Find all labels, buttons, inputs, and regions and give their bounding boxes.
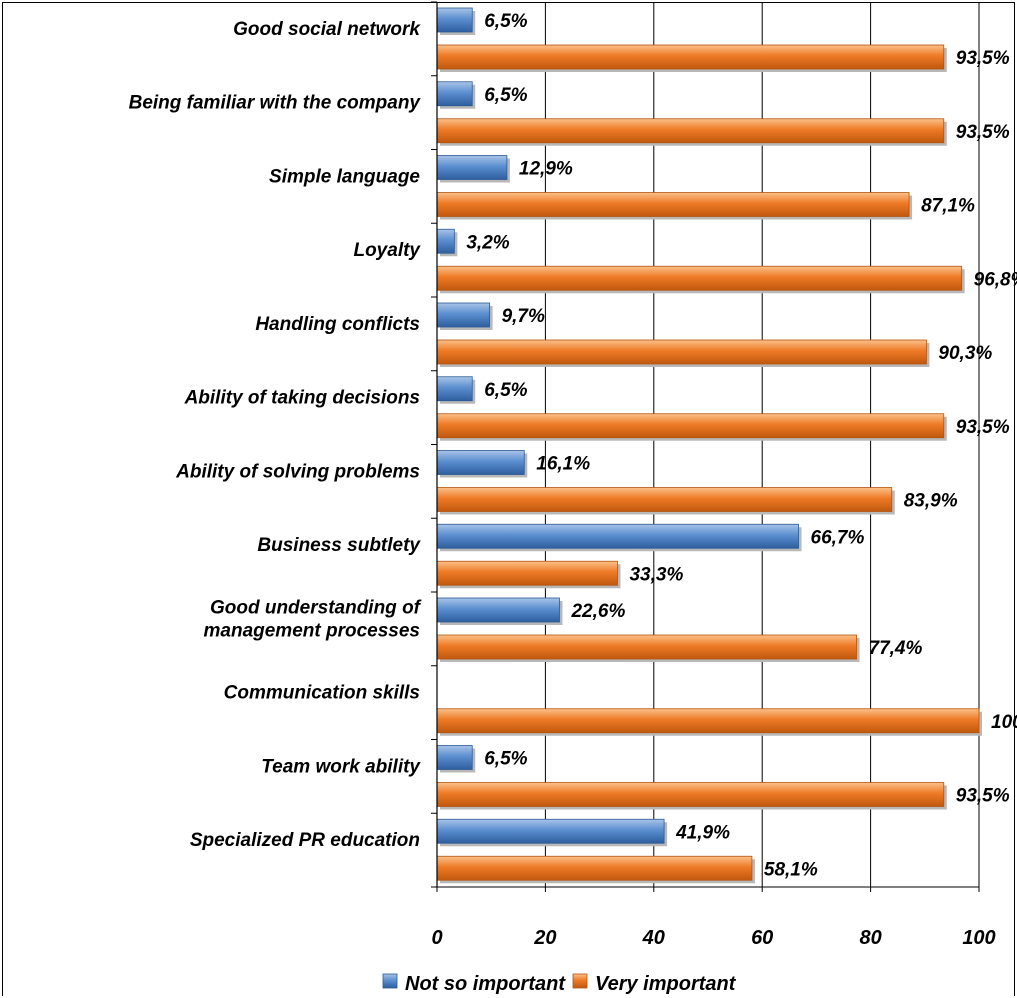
category-label: Good social network: [233, 19, 421, 40]
bar-very-important: [436, 487, 893, 512]
bar-very-important: [436, 560, 618, 586]
labels: Good social network 6,5% 93,5% Being famili…: [129, 11, 1017, 880]
data-label: 66,7%: [811, 527, 865, 548]
data-label: 93,5%: [956, 122, 1010, 143]
data-label: 87,1%: [921, 196, 975, 217]
category-label: Being familiar with the company: [129, 93, 422, 114]
data-label: 33,3%: [629, 564, 683, 585]
bar-very-important: [436, 192, 910, 217]
category-label: Ability of taking decisions: [184, 388, 420, 409]
x-tick-label: 40: [642, 927, 665, 949]
bar-very-important: [436, 265, 963, 291]
data-label: 12,9%: [519, 159, 573, 180]
legend-swatch-very-important: [572, 973, 588, 989]
bar-not-so-important: [436, 228, 455, 254]
data-label: 77,4%: [869, 638, 923, 659]
data-label: 100%: [991, 712, 1017, 733]
category-label: Business subtlety: [257, 535, 421, 556]
legend: Not so important Very important: [382, 973, 737, 995]
bar-very-important: [436, 634, 857, 660]
bar-very-important: [436, 413, 945, 439]
bar-not-so-important: [436, 155, 508, 180]
gridlines: [544, 2, 980, 887]
data-label: 6,5%: [484, 749, 527, 770]
category-label: Ability of solving problems: [175, 461, 420, 482]
bar-not-so-important: [436, 7, 473, 33]
x-tick-label: 100: [962, 927, 995, 949]
bar-very-important: [436, 118, 945, 144]
data-label: 96,8%: [974, 269, 1017, 290]
data-label: 93,5%: [956, 786, 1010, 807]
bar-very-important: [436, 339, 927, 365]
category-label: Team work ability: [261, 756, 421, 777]
category-label: management processes: [204, 620, 421, 641]
data-label: 83,9%: [904, 491, 958, 512]
data-label: 93,5%: [956, 48, 1010, 69]
bar-not-so-important: [436, 597, 560, 623]
x-tick-label: 80: [859, 927, 881, 949]
legend-swatch-not-so-important: [382, 973, 398, 989]
data-label: 6,5%: [484, 85, 527, 106]
category-label: Handling conflicts: [255, 314, 420, 335]
data-label: 3,2%: [466, 232, 509, 253]
bar-not-so-important: [436, 376, 473, 402]
data-label: 9,7%: [502, 306, 545, 327]
bar-not-so-important: [436, 450, 525, 475]
data-label: 6,5%: [484, 380, 527, 401]
data-label: 6,5%: [484, 11, 527, 32]
data-label: 16,1%: [536, 454, 590, 475]
data-label: 58,1%: [764, 859, 818, 880]
category-label: Communication skills: [224, 683, 420, 704]
category-label: Specialized PR education: [190, 830, 420, 851]
x-tick-label: 20: [533, 927, 556, 949]
data-label: 41,9%: [675, 822, 730, 843]
bar-not-so-important: [436, 523, 799, 549]
bar-very-important: [436, 708, 980, 734]
data-label: 22,6%: [570, 601, 625, 622]
category-label: Good understanding of: [210, 597, 422, 618]
legend-label: Not so important: [405, 973, 566, 995]
bar-very-important: [436, 44, 945, 70]
bar-not-so-important: [436, 818, 665, 844]
data-label: 90,3%: [938, 343, 992, 364]
axes: 0 20 40 60 80 100: [431, 1, 996, 949]
x-tick-label: 60: [751, 927, 773, 949]
category-label: Loyalty: [353, 240, 421, 261]
x-tick-label: 0: [431, 927, 442, 949]
bar-very-important: [436, 855, 753, 881]
bar-very-important: [436, 782, 945, 807]
bar-not-so-important: [436, 745, 473, 770]
data-label: 93,5%: [956, 417, 1010, 438]
legend-label: Very important: [595, 973, 737, 995]
bar-not-so-important: [436, 81, 473, 107]
bar-not-so-important: [436, 302, 490, 328]
bars: [436, 7, 982, 884]
category-label: Simple language: [269, 166, 420, 187]
